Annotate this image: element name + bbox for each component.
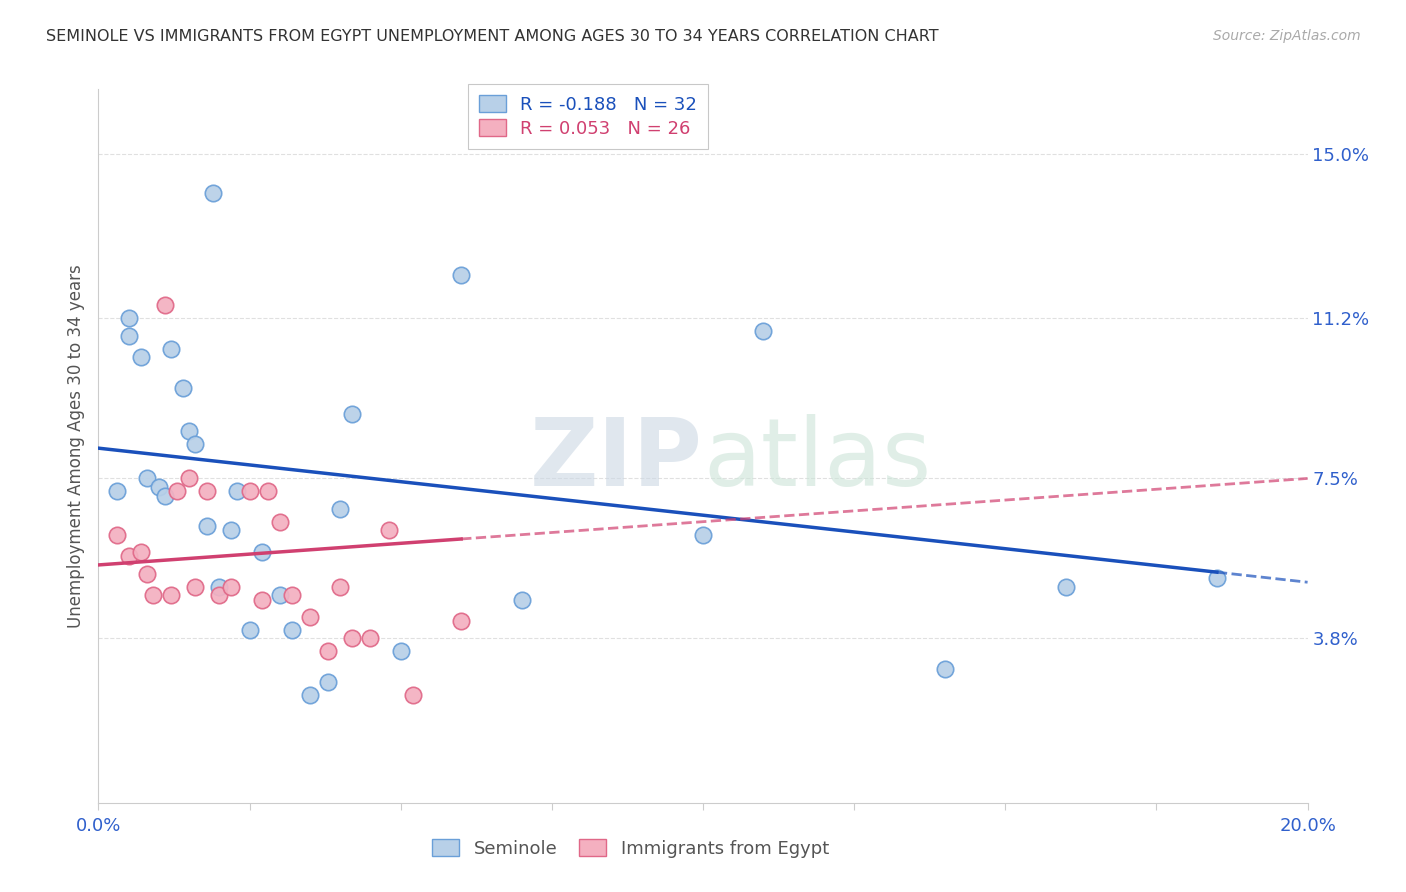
Point [153, 298, 176, 312]
Point [692, 527, 714, 541]
Point [179, 424, 201, 438]
Point [195, 484, 218, 499]
Point [208, 580, 231, 594]
Point [377, 524, 399, 538]
Text: atlas: atlas [703, 414, 931, 507]
Point [239, 484, 262, 499]
Point [342, 632, 364, 646]
Point [269, 588, 291, 602]
Point [105, 484, 128, 499]
Point [316, 644, 339, 658]
Point [135, 566, 157, 581]
Point [269, 515, 291, 529]
Point [118, 549, 141, 564]
Point [510, 592, 533, 607]
Point [360, 632, 382, 646]
Point [142, 588, 165, 602]
Point [389, 644, 412, 658]
Point [118, 328, 141, 343]
Point [256, 484, 278, 499]
Point [148, 480, 170, 494]
Text: SEMINOLE VS IMMIGRANTS FROM EGYPT UNEMPLOYMENT AMONG AGES 30 TO 34 YEARS CORRELA: SEMINOLE VS IMMIGRANTS FROM EGYPT UNEMPL… [46, 29, 939, 44]
Point [239, 623, 262, 637]
Point [184, 437, 207, 451]
Point [1206, 571, 1229, 585]
Point [166, 484, 188, 499]
Point [202, 186, 225, 200]
Point [299, 610, 322, 624]
Point [752, 325, 775, 339]
Point [221, 524, 243, 538]
Text: ZIP: ZIP [530, 414, 703, 507]
Point [172, 381, 194, 395]
Point [129, 545, 152, 559]
Legend: Seminole, Immigrants from Egypt: Seminole, Immigrants from Egypt [425, 832, 837, 865]
Point [450, 614, 472, 628]
Point [342, 407, 364, 421]
Point [329, 580, 352, 594]
Point [153, 489, 176, 503]
Point [281, 588, 304, 602]
Point [179, 471, 201, 485]
Point [1054, 580, 1077, 594]
Point [250, 545, 273, 559]
Point [402, 688, 425, 702]
Point [135, 471, 157, 485]
Point [299, 688, 322, 702]
Point [184, 580, 207, 594]
Point [250, 592, 273, 607]
Text: Source: ZipAtlas.com: Source: ZipAtlas.com [1213, 29, 1361, 43]
Y-axis label: Unemployment Among Ages 30 to 34 years: Unemployment Among Ages 30 to 34 years [66, 264, 84, 628]
Point [129, 351, 152, 365]
Point [221, 580, 243, 594]
Point [329, 501, 352, 516]
Point [450, 268, 472, 282]
Point [160, 342, 183, 356]
Point [118, 311, 141, 326]
Point [195, 519, 218, 533]
Point [934, 662, 956, 676]
Point [208, 588, 231, 602]
Point [281, 623, 304, 637]
Point [105, 527, 128, 541]
Point [160, 588, 183, 602]
Point [226, 484, 249, 499]
Point [316, 674, 339, 689]
